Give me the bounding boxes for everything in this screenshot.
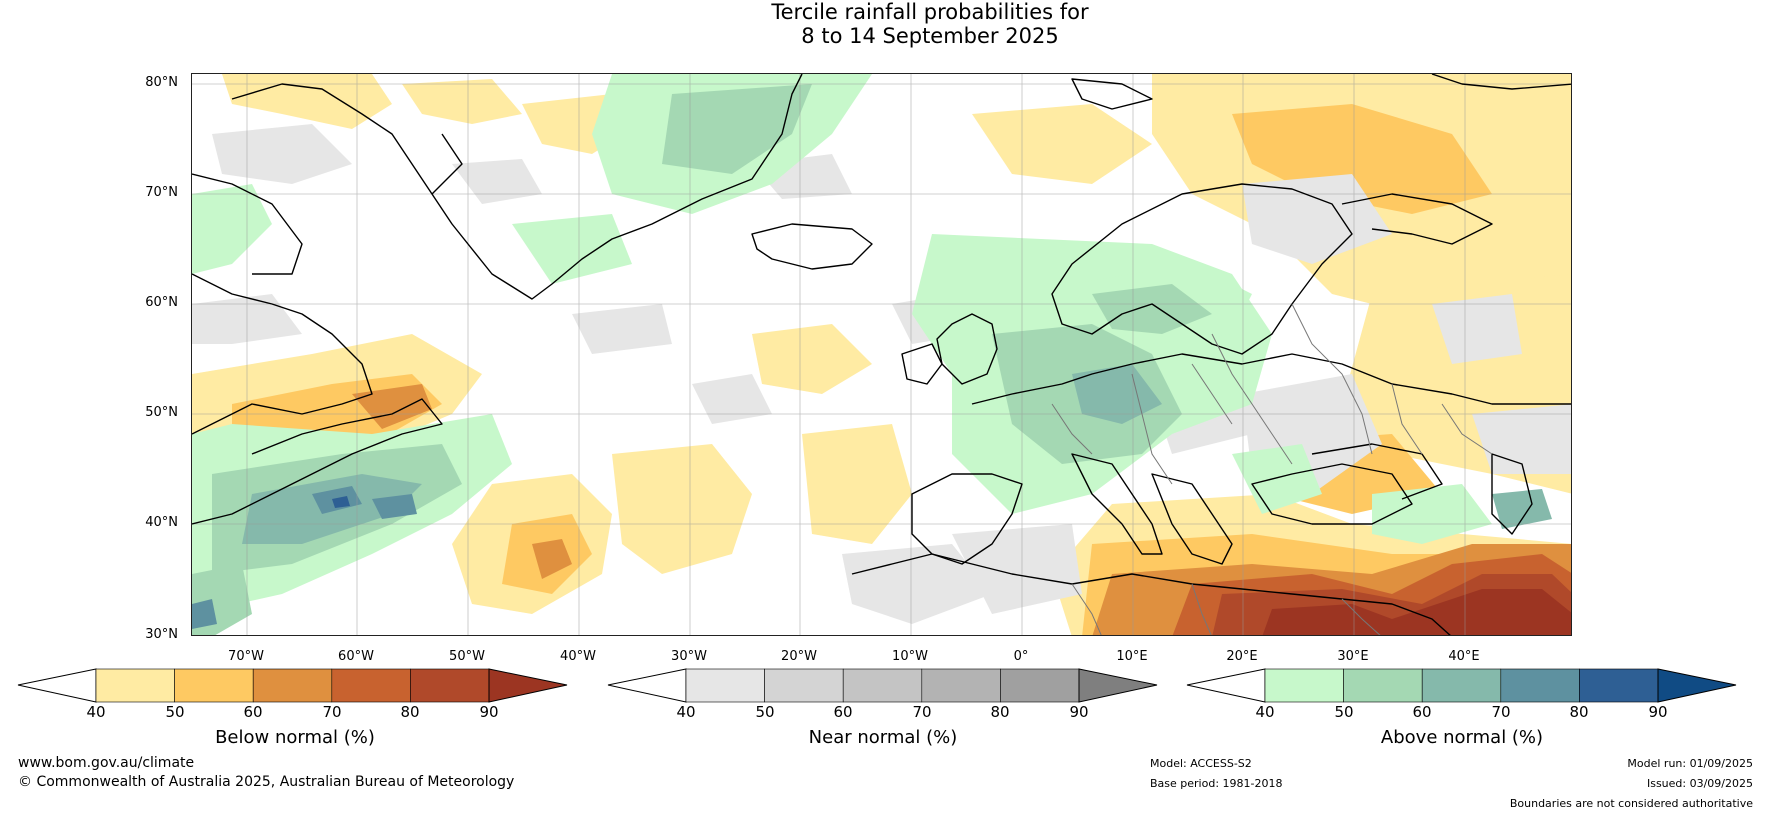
lat-label-30n: 30°N (145, 627, 178, 642)
below-tick-50: 50 (165, 703, 185, 721)
lon-label-70w: 70°W (228, 649, 264, 664)
lat-label-70n: 70°N (145, 185, 178, 200)
above-tick-60: 60 (1412, 703, 1432, 721)
colorbar-segment (1343, 668, 1423, 703)
disclaimer-text: Boundaries are not considered authoritat… (1509, 797, 1753, 810)
coastlines (192, 74, 1571, 635)
lon-label-20w: 20°W (781, 649, 817, 664)
colorbar-title-near: Near normal (%) (808, 727, 958, 748)
lon-label-40e: 40°E (1448, 649, 1480, 664)
colorbar-segment (252, 668, 333, 703)
title-line-1: Tercile rainfall probabilities for (771, 0, 1089, 24)
lon-label-60w: 60°W (338, 649, 374, 664)
lat-label-50n: 50°N (145, 405, 178, 420)
copyright-text: © Commonwealth of Australia 2025, Austra… (18, 774, 515, 790)
model-text: Model: ACCESS-S2 (1150, 757, 1252, 770)
near-tick-90: 90 (1069, 703, 1089, 721)
colorbar-segment (764, 668, 844, 703)
colorbar-segment (331, 668, 411, 703)
above-tick-40: 40 (1255, 703, 1275, 721)
base-period-text: Base period: 1981-2018 (1150, 777, 1283, 790)
colorbar-segment (1000, 668, 1080, 703)
colorbar-svg (17, 668, 568, 703)
map-canvas (192, 74, 1571, 635)
below-tick-60: 60 (243, 703, 263, 721)
colorbar-extend-high (1078, 668, 1158, 703)
lat-label-60n: 60°N (145, 295, 178, 310)
colorbar-svg (1186, 668, 1737, 703)
title-line-2: 8 to 14 September 2025 (801, 24, 1059, 48)
colorbar-segment (95, 668, 175, 703)
below-tick-40: 40 (86, 703, 106, 721)
graticule (192, 74, 1571, 635)
colorbar-segment (685, 668, 765, 703)
issued-text: Issued: 03/09/2025 (1646, 777, 1753, 790)
colorbar-above-normal (1186, 668, 1737, 704)
colorbar-extend-high (488, 668, 568, 703)
map-title: Tercile rainfall probabilities for 8 to … (0, 0, 1770, 48)
lon-label-30e: 30°E (1337, 649, 1369, 664)
lat-label-40n: 40°N (145, 515, 178, 530)
lat-label-80n: 80°N (145, 75, 178, 90)
colorbar-segment (1579, 668, 1659, 703)
lon-label-10w: 10°W (892, 649, 928, 664)
near-tick-50: 50 (755, 703, 775, 721)
above-tick-80: 80 (1569, 703, 1589, 721)
lon-label-20e: 20°E (1226, 649, 1258, 664)
lon-label-40w: 40°W (560, 649, 596, 664)
country-borders (1051, 303, 1493, 635)
above-tick-90: 90 (1648, 703, 1668, 721)
colorbar-extend-low (607, 668, 687, 703)
near-tick-60: 60 (833, 703, 853, 721)
near-tick-80: 80 (990, 703, 1010, 721)
colorbar-segment (1500, 668, 1580, 703)
colorbar-extend-low (17, 668, 97, 703)
lon-label-10e: 10°E (1116, 649, 1148, 664)
colorbar-segment (174, 668, 254, 703)
colorbar-extend-low (1186, 668, 1266, 703)
colorbar-segment (921, 668, 1001, 703)
near-tick-40: 40 (676, 703, 696, 721)
lon-label-0: 0° (1013, 649, 1029, 664)
above-tick-70: 70 (1491, 703, 1511, 721)
colorbar-segment (1421, 668, 1502, 703)
colorbar-title-below: Below normal (%) (215, 727, 375, 748)
above-tick-50: 50 (1334, 703, 1354, 721)
colorbar-svg (607, 668, 1158, 703)
rainfall-probability-map (191, 73, 1572, 636)
below-tick-70: 70 (322, 703, 342, 721)
lon-label-50w: 50°W (449, 649, 485, 664)
colorbar-title-above: Above normal (%) (1380, 727, 1544, 748)
website-link[interactable]: www.bom.gov.au/climate (18, 755, 195, 771)
colorbar-segment (842, 668, 923, 703)
colorbar-near-normal (607, 668, 1158, 704)
lon-label-30w: 30°W (671, 649, 707, 664)
colorbar-extend-high (1657, 668, 1737, 703)
below-tick-80: 80 (400, 703, 420, 721)
colorbar-segment (410, 668, 490, 703)
colorbar-segment (1264, 668, 1344, 703)
below-tick-90: 90 (479, 703, 499, 721)
near-tick-70: 70 (912, 703, 932, 721)
model-run-text: Model run: 01/09/2025 (1627, 757, 1753, 770)
colorbar-below-normal (17, 668, 568, 704)
